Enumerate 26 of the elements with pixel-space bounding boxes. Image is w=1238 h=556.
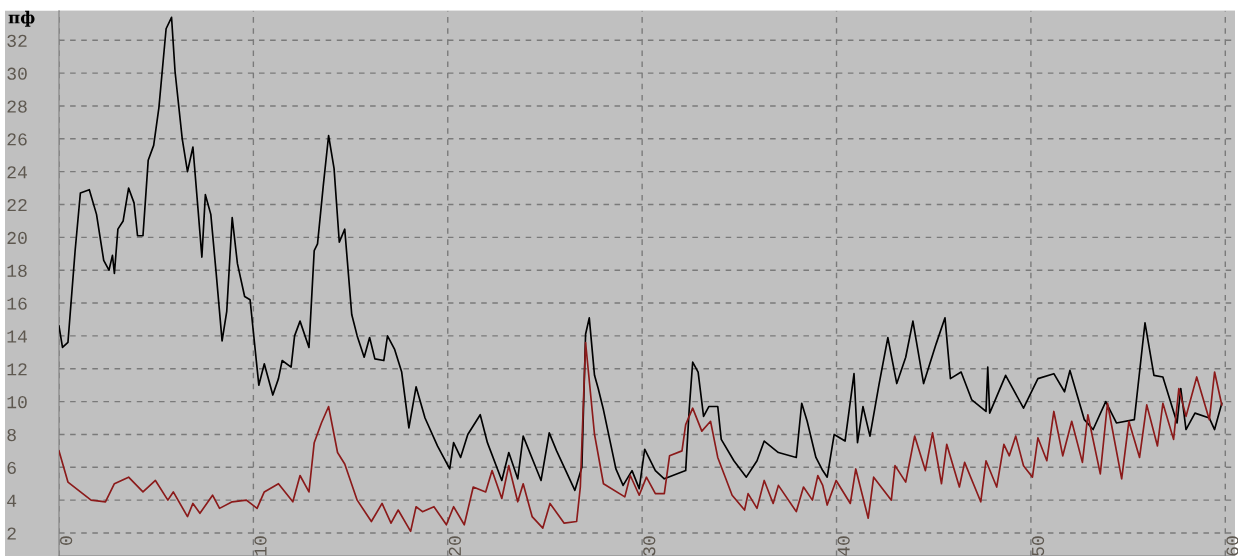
y-tick-label: 6	[7, 461, 16, 475]
x-tick-label: 20	[448, 536, 462, 556]
x-tick-label: 50	[1031, 536, 1045, 556]
y-tick-label: 32	[7, 34, 27, 47]
x-tick-label: 0	[60, 536, 73, 545]
y-tick-label: 12	[7, 363, 27, 376]
line-series	[59, 341, 1223, 533]
y-tick-label: 2	[7, 527, 16, 540]
x-tick-label: 40	[837, 536, 850, 556]
y-tick-label: 4	[7, 494, 17, 507]
y-tick-label: 10	[7, 396, 27, 409]
x-tick-label: 10	[254, 536, 267, 556]
y-tick-label: 14	[7, 330, 27, 343]
y-tick-label: 26	[7, 133, 27, 146]
y-tick-label: 18	[7, 264, 27, 277]
y-axis-title: пф	[8, 10, 35, 27]
y-tick-label: 20	[7, 231, 27, 245]
y-tick-label: 24	[7, 166, 27, 179]
line-series	[59, 16, 1223, 492]
y-tick-label: 30	[7, 67, 27, 80]
y-tick-label: 22	[7, 198, 27, 212]
x-tick-label: 30	[643, 536, 656, 556]
x-tick-label: 60	[1226, 536, 1238, 556]
y-tick-label: 8	[7, 428, 16, 442]
y-tick-label: 28	[7, 100, 27, 113]
y-tick-label: 16	[7, 297, 27, 310]
